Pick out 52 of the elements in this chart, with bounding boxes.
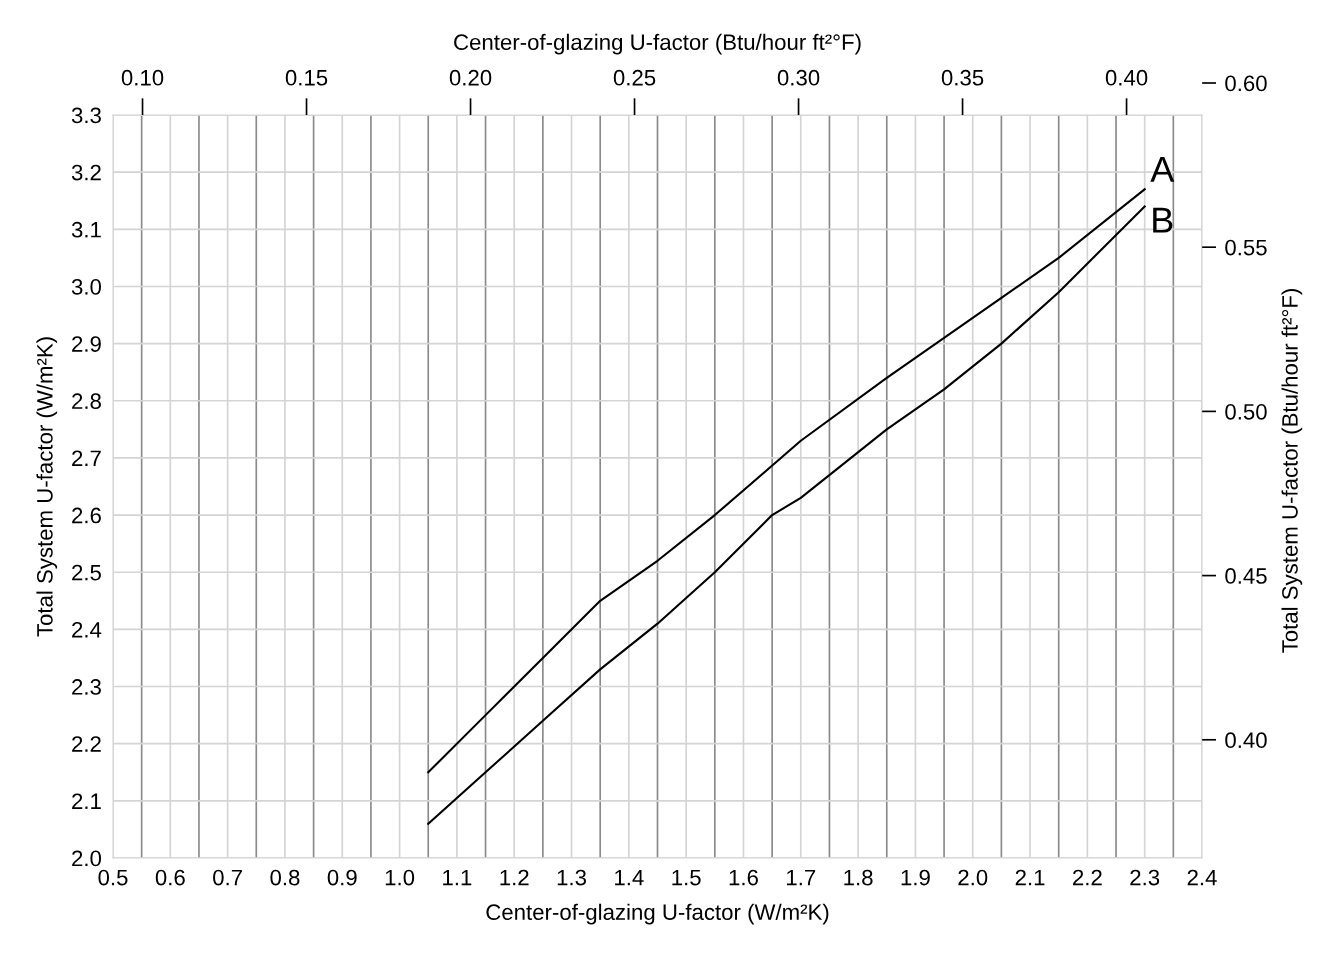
y-tick-label: 2.3 [72, 679, 101, 695]
x-tick-label: 2.0 [958, 869, 988, 886]
x2-tick-label: 0.25 [613, 69, 656, 86]
x-tick-label: 1.2 [500, 869, 529, 886]
x-tick-label: 0.6 [155, 869, 185, 886]
y-tick-label: 2.0 [72, 850, 102, 867]
y-tick-label: 2.6 [72, 507, 101, 524]
y2-tick-label: 0.55 [1225, 239, 1267, 256]
x2-tick-label: 0.40 [1105, 69, 1148, 86]
y-tick-label: 2.5 [72, 564, 101, 581]
x-tick-label: 1.7 [787, 869, 816, 886]
x-axis-title: Center-of-glazing U-factor (W/m²K) [486, 903, 829, 925]
x-tick-label: 1.6 [729, 869, 758, 886]
x-tick-label: 0.9 [327, 869, 357, 886]
x-tick-label: 2.3 [1130, 869, 1160, 886]
y-tick-label: 3.2 [71, 164, 101, 181]
y-tick-label: 2.2 [72, 736, 101, 752]
y-tick-label: 2.4 [72, 621, 102, 638]
x2-tick-label: 0.15 [285, 69, 328, 86]
x2-axis-title: Center-of-glazing U-factor (Btu/hour ft²°F) [454, 33, 861, 55]
y-tick-label: 2.9 [72, 336, 101, 352]
x2-tick-label: 0.10 [121, 69, 164, 86]
y-tick-label: 2.7 [72, 450, 101, 466]
x2-tick-label: 0.35 [941, 69, 984, 86]
x-tick-label: 0.7 [213, 869, 242, 886]
x2-tick-label: 0.30 [777, 69, 820, 86]
y2-axis-title: Total System U-factor (Btu/hour ft²°F) [1281, 288, 1303, 653]
x-tick-label: 1.3 [557, 869, 586, 886]
y2-tick-label: 0.40 [1225, 732, 1267, 749]
x-tick-label: 0.5 [98, 869, 128, 886]
x-tick-label: 1.5 [672, 869, 701, 886]
x-tick-label: 1.8 [844, 869, 873, 886]
y-tick-label: 3.0 [71, 279, 102, 295]
y2-tick-label: 0.60 [1225, 75, 1267, 92]
x-tick-label: 1.1 [443, 869, 472, 886]
x-tick-label: 2.2 [1073, 869, 1102, 886]
x2-tick-label: 0.20 [449, 69, 492, 86]
x-tick-label: 0.8 [270, 869, 300, 886]
y-tick-label: 3.1 [71, 221, 101, 238]
y2-tick-label: 0.45 [1225, 568, 1267, 584]
x-tick-label: 2.4 [1187, 869, 1217, 886]
y-axis-title: Total System U-factor (W/m²K) [36, 337, 58, 637]
y-tick-label: 2.1 [72, 793, 101, 809]
y2-tick-label: 0.50 [1225, 403, 1267, 420]
y-tick-label: 2.8 [72, 393, 101, 410]
series-label: B [1153, 207, 1173, 233]
x-tick-label: 2.1 [1015, 869, 1045, 886]
x-tick-label: 1.4 [615, 869, 644, 886]
y-tick-label: 3.3 [71, 107, 101, 124]
x-tick-label: 1.0 [385, 869, 415, 886]
x-tick-label: 1.9 [901, 869, 930, 886]
legend-label: A [1150, 156, 1175, 182]
